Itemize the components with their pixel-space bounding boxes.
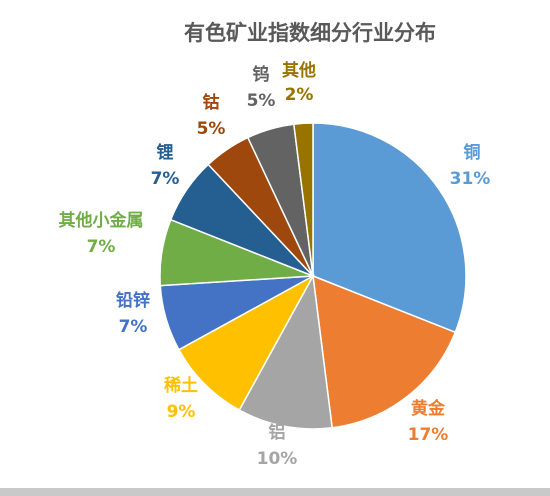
- slice-percent-label: 31%: [450, 169, 491, 189]
- pie-slice: [177, 274, 315, 412]
- pie-slice: [312, 122, 467, 334]
- slice-label: 铅锌: [116, 290, 150, 311]
- chart-title: 有色矿业指数细分行业分布: [184, 21, 436, 45]
- pie-slice: [312, 274, 457, 429]
- slice-label: 铝: [269, 422, 286, 443]
- slice-label: 铜: [464, 142, 481, 163]
- slice-percent-label: 9%: [167, 402, 196, 422]
- slice-percent-label: 7%: [119, 317, 148, 337]
- slice-percent-label: 5%: [197, 119, 226, 139]
- slice-percent-label: 10%: [257, 449, 298, 469]
- pie-slices: [159, 122, 467, 430]
- bottom-divider: [0, 488, 550, 496]
- pie-slice: [238, 273, 334, 430]
- slice-label: 其他小金属: [59, 210, 144, 231]
- slice-percent-label: 7%: [151, 169, 180, 189]
- pie-slice: [292, 122, 314, 277]
- data-labels: 铜 31% 黄金 17% 铝 10% 稀土 9% 铅锌 7% 其他小金属 7% 锂 7% 钴 5% 钨 5% 其他 2…: [59, 60, 491, 469]
- slice-label: 黄金: [411, 398, 446, 419]
- slice-label: 锂: [157, 142, 174, 163]
- slice-label: 稀土: [164, 375, 198, 396]
- slice-label: 钴: [203, 92, 220, 113]
- slice-label: 其他: [282, 60, 316, 81]
- slice-percent-label: 5%: [247, 91, 276, 111]
- slice-percent-label: 7%: [87, 237, 116, 257]
- slice-percent-label: 2%: [285, 85, 314, 105]
- slice-label: 钨: [253, 64, 270, 85]
- slice-percent-label: 17%: [408, 425, 449, 445]
